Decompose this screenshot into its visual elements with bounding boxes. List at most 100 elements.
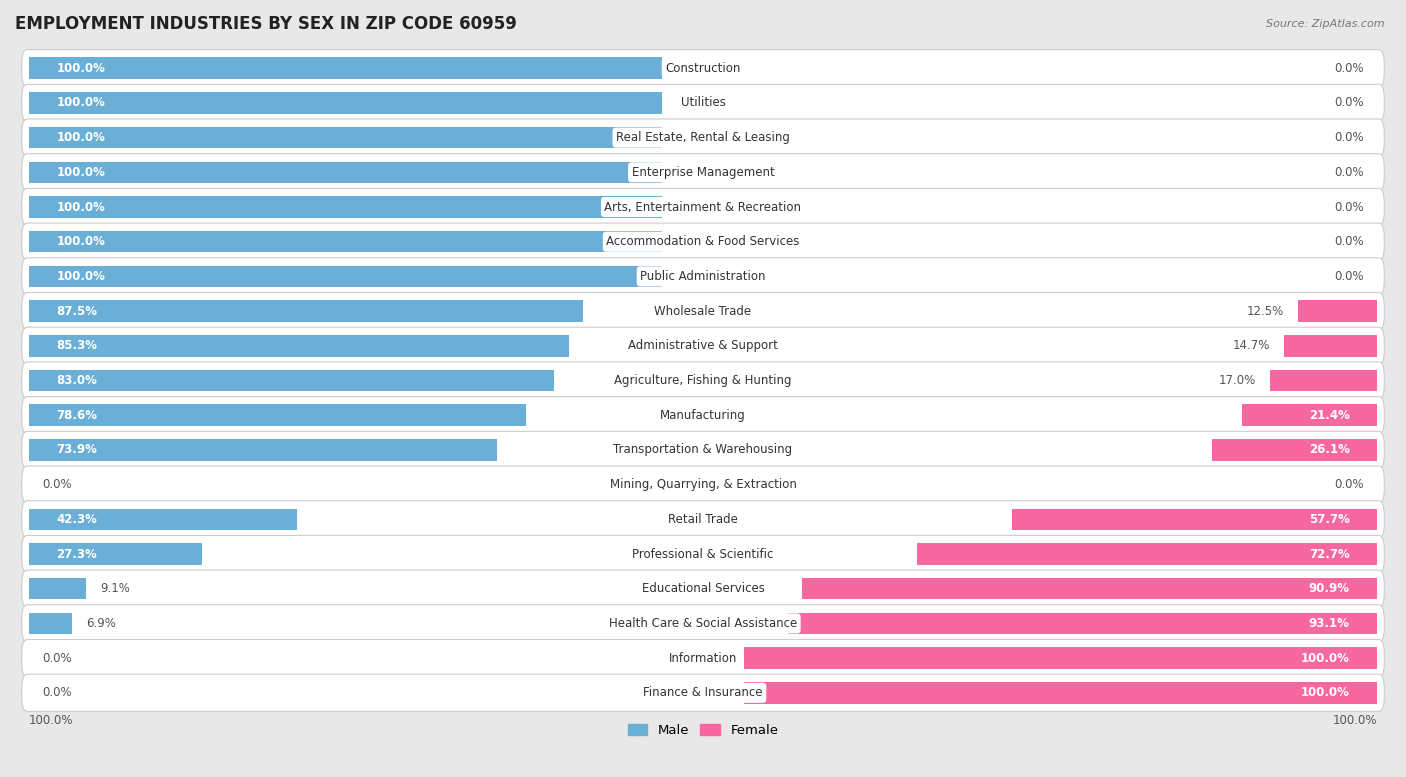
Text: 100.0%: 100.0% — [1301, 652, 1350, 664]
Text: 100.0%: 100.0% — [1333, 714, 1378, 727]
FancyBboxPatch shape — [21, 605, 1385, 642]
Bar — [28, 370, 554, 392]
Text: Arts, Entertainment & Recreation: Arts, Entertainment & Recreation — [605, 200, 801, 214]
Text: 90.9%: 90.9% — [1309, 582, 1350, 595]
Text: 17.0%: 17.0% — [1219, 374, 1256, 387]
FancyBboxPatch shape — [21, 674, 1385, 712]
Text: 21.4%: 21.4% — [1309, 409, 1350, 422]
Bar — [28, 405, 526, 426]
Bar — [28, 578, 86, 600]
Bar — [1212, 439, 1378, 461]
Bar — [28, 57, 662, 79]
Bar — [28, 612, 73, 634]
Text: Public Administration: Public Administration — [640, 270, 766, 283]
Text: 100.0%: 100.0% — [56, 166, 105, 179]
Text: 93.1%: 93.1% — [1309, 617, 1350, 630]
Text: 83.0%: 83.0% — [56, 374, 97, 387]
Text: 9.1%: 9.1% — [100, 582, 129, 595]
Text: 100.0%: 100.0% — [56, 131, 105, 144]
FancyBboxPatch shape — [21, 188, 1385, 225]
Bar — [917, 543, 1378, 565]
FancyBboxPatch shape — [21, 466, 1385, 503]
Text: 0.0%: 0.0% — [1334, 166, 1364, 179]
FancyBboxPatch shape — [21, 84, 1385, 121]
Text: 0.0%: 0.0% — [1334, 235, 1364, 248]
Text: 100.0%: 100.0% — [56, 96, 105, 110]
Bar — [787, 612, 1378, 634]
Text: 0.0%: 0.0% — [1334, 478, 1364, 491]
Text: 0.0%: 0.0% — [1334, 200, 1364, 214]
FancyBboxPatch shape — [21, 292, 1385, 329]
Bar — [1270, 370, 1378, 392]
Text: 26.1%: 26.1% — [1309, 444, 1350, 456]
Text: 72.7%: 72.7% — [1309, 548, 1350, 560]
Bar — [1241, 405, 1378, 426]
Text: 100.0%: 100.0% — [56, 270, 105, 283]
Text: Utilities: Utilities — [681, 96, 725, 110]
Text: 100.0%: 100.0% — [56, 61, 105, 75]
Text: 0.0%: 0.0% — [42, 478, 72, 491]
Text: 100.0%: 100.0% — [56, 235, 105, 248]
Text: 27.3%: 27.3% — [56, 548, 97, 560]
Text: Mining, Quarrying, & Extraction: Mining, Quarrying, & Extraction — [610, 478, 796, 491]
Text: EMPLOYMENT INDUSTRIES BY SEX IN ZIP CODE 60959: EMPLOYMENT INDUSTRIES BY SEX IN ZIP CODE… — [15, 15, 517, 33]
Text: 14.7%: 14.7% — [1233, 340, 1271, 352]
Text: 100.0%: 100.0% — [1301, 686, 1350, 699]
FancyBboxPatch shape — [21, 431, 1385, 469]
Bar — [28, 92, 662, 113]
Bar — [744, 647, 1378, 669]
Bar — [1012, 509, 1378, 530]
Text: Enterprise Management: Enterprise Management — [631, 166, 775, 179]
Bar — [28, 509, 297, 530]
Text: Manufacturing: Manufacturing — [661, 409, 745, 422]
Bar — [28, 335, 568, 357]
Text: 0.0%: 0.0% — [42, 652, 72, 664]
Bar — [28, 231, 662, 253]
Text: Finance & Insurance: Finance & Insurance — [644, 686, 762, 699]
Text: Information: Information — [669, 652, 737, 664]
Text: Transportation & Warehousing: Transportation & Warehousing — [613, 444, 793, 456]
FancyBboxPatch shape — [21, 119, 1385, 156]
Text: 100.0%: 100.0% — [56, 200, 105, 214]
Bar — [28, 543, 201, 565]
FancyBboxPatch shape — [21, 639, 1385, 677]
FancyBboxPatch shape — [21, 570, 1385, 608]
Bar — [28, 301, 582, 322]
Bar — [28, 197, 662, 218]
FancyBboxPatch shape — [21, 50, 1385, 87]
Text: Real Estate, Rental & Leasing: Real Estate, Rental & Leasing — [616, 131, 790, 144]
Text: 6.9%: 6.9% — [86, 617, 117, 630]
FancyBboxPatch shape — [21, 500, 1385, 538]
Text: Professional & Scientific: Professional & Scientific — [633, 548, 773, 560]
Text: 100.0%: 100.0% — [28, 714, 73, 727]
FancyBboxPatch shape — [21, 223, 1385, 260]
Bar — [744, 682, 1378, 704]
Bar — [28, 439, 496, 461]
FancyBboxPatch shape — [21, 154, 1385, 191]
FancyBboxPatch shape — [21, 362, 1385, 399]
Text: 85.3%: 85.3% — [56, 340, 97, 352]
Bar — [1284, 335, 1378, 357]
Bar — [1298, 301, 1378, 322]
FancyBboxPatch shape — [21, 396, 1385, 434]
Text: 73.9%: 73.9% — [56, 444, 97, 456]
Text: 57.7%: 57.7% — [1309, 513, 1350, 526]
Text: Administrative & Support: Administrative & Support — [628, 340, 778, 352]
Text: Retail Trade: Retail Trade — [668, 513, 738, 526]
Text: Construction: Construction — [665, 61, 741, 75]
Text: 0.0%: 0.0% — [1334, 131, 1364, 144]
Text: Accommodation & Food Services: Accommodation & Food Services — [606, 235, 800, 248]
Text: Agriculture, Fishing & Hunting: Agriculture, Fishing & Hunting — [614, 374, 792, 387]
Bar — [28, 127, 662, 148]
Text: Educational Services: Educational Services — [641, 582, 765, 595]
Bar — [28, 162, 662, 183]
Text: Health Care & Social Assistance: Health Care & Social Assistance — [609, 617, 797, 630]
FancyBboxPatch shape — [21, 327, 1385, 364]
Text: 12.5%: 12.5% — [1247, 305, 1284, 318]
Text: 78.6%: 78.6% — [56, 409, 97, 422]
Text: 0.0%: 0.0% — [1334, 61, 1364, 75]
Text: 87.5%: 87.5% — [56, 305, 97, 318]
Text: Wholesale Trade: Wholesale Trade — [654, 305, 752, 318]
Text: 0.0%: 0.0% — [1334, 96, 1364, 110]
Bar — [28, 266, 662, 287]
